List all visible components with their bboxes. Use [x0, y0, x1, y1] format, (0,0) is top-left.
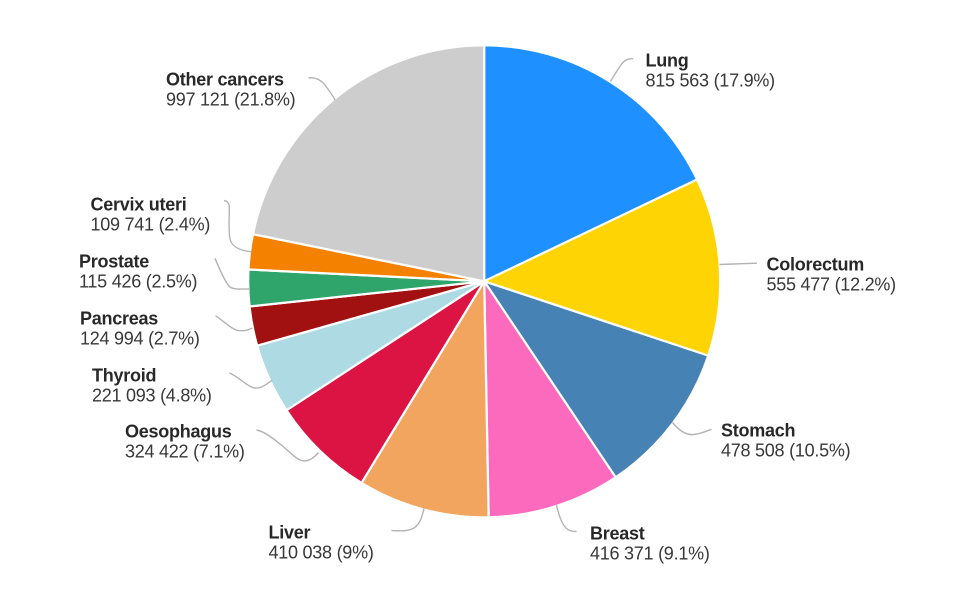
svg-text:Cervix uteri: Cervix uteri — [91, 195, 187, 215]
svg-text:Breast: Breast — [590, 524, 645, 544]
svg-text:Colorectum: Colorectum — [767, 255, 865, 275]
svg-text:124 994 (2.7%): 124 994 (2.7%) — [80, 329, 200, 349]
svg-text:555 477 (12.2%): 555 477 (12.2%) — [767, 275, 896, 295]
svg-text:221 093 (4.8%): 221 093 (4.8%) — [92, 385, 212, 405]
svg-text:Stomach: Stomach — [721, 421, 795, 441]
svg-text:Other cancers: Other cancers — [166, 70, 284, 90]
svg-text:Pancreas: Pancreas — [80, 309, 158, 329]
svg-text:410 038 (9%): 410 038 (9%) — [269, 543, 374, 563]
svg-text:Prostate: Prostate — [79, 252, 149, 272]
svg-text:Lung: Lung — [646, 51, 689, 71]
svg-text:478 508 (10.5%): 478 508 (10.5%) — [721, 441, 850, 461]
svg-text:Thyroid: Thyroid — [92, 365, 156, 385]
svg-text:324 422 (7.1%): 324 422 (7.1%) — [125, 442, 245, 462]
svg-text:416 371 (9.1%): 416 371 (9.1%) — [590, 544, 710, 564]
svg-text:815 563 (17.9%): 815 563 (17.9%) — [646, 71, 775, 91]
svg-text:Liver: Liver — [269, 523, 311, 543]
svg-text:109 741 (2.4%): 109 741 (2.4%) — [91, 215, 211, 235]
svg-text:115 426 (2.5%): 115 426 (2.5%) — [79, 272, 197, 292]
svg-text:997 121 (21.8%): 997 121 (21.8%) — [166, 90, 295, 110]
svg-text:Oesophagus: Oesophagus — [125, 422, 232, 442]
